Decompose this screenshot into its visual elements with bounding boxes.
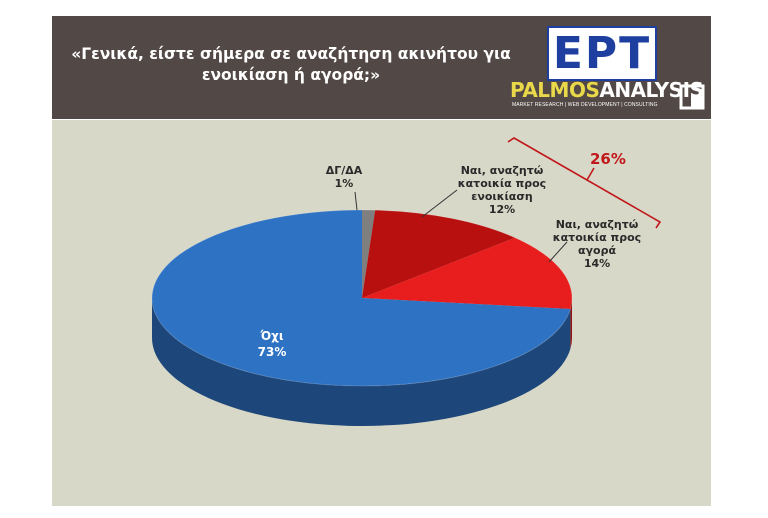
palmos-logo-part1: PALMOS [510,78,600,102]
label-rent-line1: Ναι, αναζητώ [460,164,544,177]
label-buy: Ναι, αναζητώ κατοικία προς αγορά 14% [542,218,652,270]
label-rent-line3: ενοικίαση [471,190,533,203]
palmos-tagline: MARKET RESEARCH | WEB DEVELOPMENT | CONS… [512,102,658,108]
label-no-text: Όχι [260,329,284,343]
title-line-2: ενοικίαση ή αγορά;» [201,66,381,84]
header-banner: «Γενικά, είστε σήμερα σε αναζήτηση ακινή… [52,16,711,119]
leader-buy [548,241,568,263]
label-rent: Ναι, αναζητώ κατοικία προς ενοικίαση 12% [447,164,557,216]
label-dont-know-text: ΔΓ/ΔΑ [325,164,363,177]
pie-chart [151,137,662,427]
pie-slice-0 [362,210,376,298]
label-buy-line2: κατοικία προς [552,231,642,244]
label-no: Όχι 73% [247,328,297,360]
label-buy-pct: 14% [583,257,611,270]
chart-title: «Γενικά, είστε σήμερα σε αναζήτηση ακινή… [66,44,516,86]
palmos-logo-part2: ANALYSIS [599,78,704,102]
label-rent-pct: 12% [488,203,516,216]
leader-dont-know [354,191,358,211]
leader-rent [421,189,458,218]
bracket-total-label: 26% [590,150,626,168]
pie-side-14% [570,298,572,350]
label-buy-line1: Ναι, αναζητώ [555,218,639,231]
label-rent-line2: κατοικία προς [457,177,547,190]
pie-slice-1 [362,210,516,298]
logo-area: EPT PALMOSANALYSIS MARKET RESEARCH | WEB… [507,16,711,119]
palmos-square-icon [679,84,705,110]
ert-logo: EPT [547,26,657,81]
pie-slice-2 [362,237,573,310]
palmos-logo: PALMOSANALYSIS [510,78,704,102]
pie-slice-3 [152,210,571,386]
pie-side-walls [152,298,572,427]
label-no-pct: 73% [257,345,287,359]
pie-side-73% [152,298,571,427]
label-dont-know: ΔΓ/ΔΑ 1% [314,164,374,190]
title-line-1: «Γενικά, είστε σήμερα σε αναζήτηση ακινή… [71,45,511,63]
bracket-tick [586,167,595,181]
label-buy-line3: αγορά [577,244,617,257]
pie-top-outline [151,209,573,387]
chart-panel: ΔΓ/ΔΑ 1% Ναι, αναζητώ κατοικία προς ενοι… [52,120,711,506]
label-dont-know-pct: 1% [334,177,354,190]
